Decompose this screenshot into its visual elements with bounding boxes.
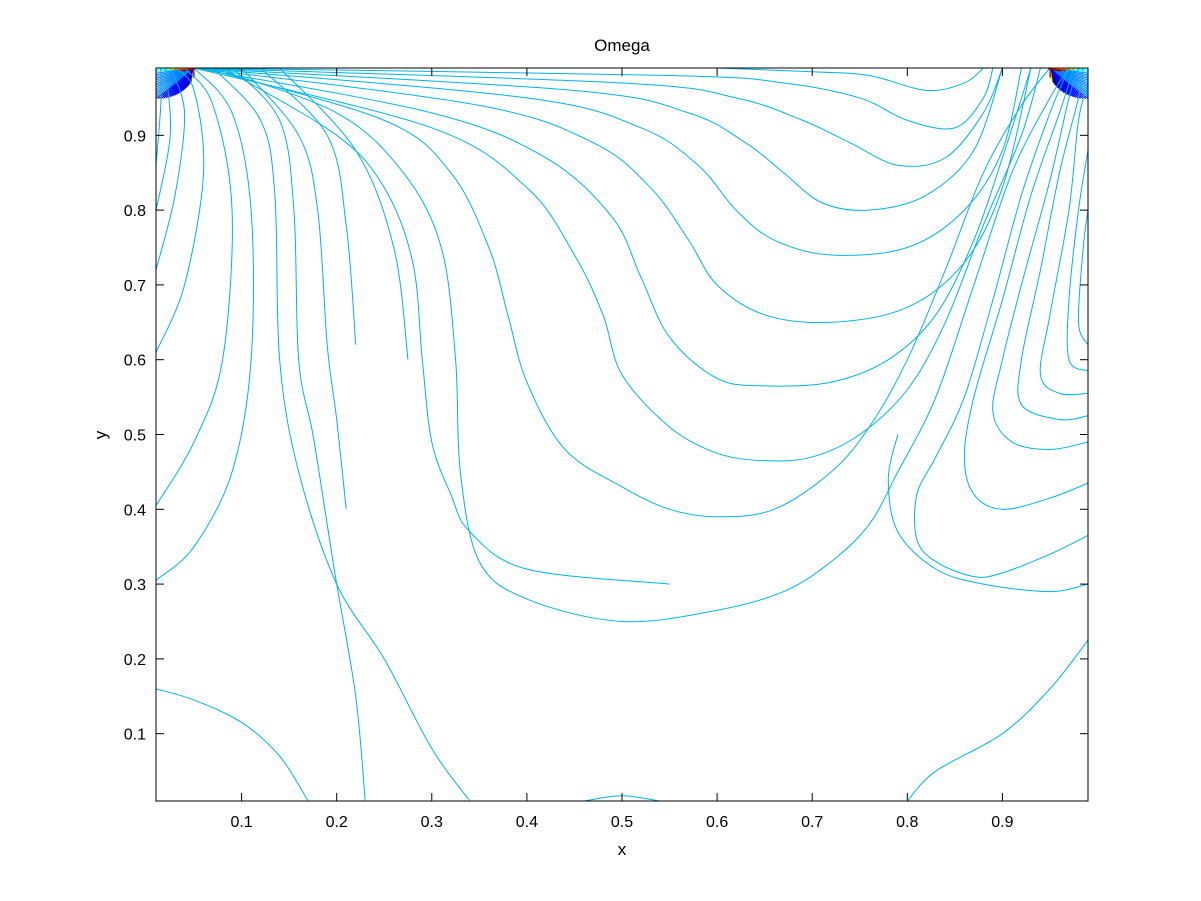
contour-line [887,434,1088,593]
contour-line [194,68,994,130]
corner-peak-line [1047,68,1062,72]
x-tick-label: 0.8 [896,814,918,831]
plot-area [156,68,1088,801]
x-tick-label: 0.1 [230,814,252,831]
contour-line [913,68,1088,578]
contour-line [1066,150,1088,372]
y-axis-label: y [91,430,110,439]
contour-line [156,68,186,271]
axis-ticks: 0.1 0.2 0.3 0.4 0.5 0.6 0.7 0.8 0.9 0.1 0.2 0.3 0.4 0… [124,68,1088,831]
contour-line [156,688,309,801]
chart-title: Omega [594,36,650,55]
contour-line [1077,210,1088,345]
contour-line [906,639,1088,801]
y-tick-label: 0.8 [124,203,146,220]
contour-line [193,68,1032,324]
x-tick-label: 0.7 [801,814,823,831]
contour-line [717,68,984,92]
x-tick-label: 0.9 [991,814,1013,831]
contour-line [212,68,1070,623]
contour-line [156,68,233,506]
y-tick-label: 0.6 [124,353,146,370]
y-tick-label: 0.4 [124,502,146,519]
contour-line [231,68,366,801]
contour-line [194,68,1003,211]
contour-line [193,68,1022,256]
x-tick-label: 0.5 [611,814,633,831]
x-tick-label: 0.2 [326,814,348,831]
contour-line [156,68,254,581]
contour-line [156,68,162,166]
y-tick-label: 0.2 [124,652,146,669]
contour-line [212,68,471,801]
y-tick-label: 0.3 [124,577,146,594]
contour-line [222,68,670,585]
contour-line [156,68,172,211]
y-tick-label: 0.5 [124,428,146,445]
contour-line [1039,82,1088,396]
contour-line [194,68,1003,167]
contour-line [241,68,347,510]
contour-lines [156,68,1088,801]
contour-line [963,68,1088,510]
x-tick-label: 0.3 [421,814,443,831]
contour-line [260,68,357,345]
y-tick-label: 0.9 [124,128,146,145]
y-tick-label: 0.7 [124,278,146,295]
x-axis-label: x [618,840,627,859]
contour-line [203,68,1051,518]
corner-peak-line [182,68,197,72]
x-tick-label: 0.4 [516,814,538,831]
y-tick-label: 0.1 [124,727,146,744]
contour-line [992,68,1088,450]
corner-hotspots [156,68,1088,100]
contour-line [1017,68,1088,421]
contour-line [193,68,1041,462]
contour-line [193,68,1032,387]
contour-line [156,68,205,353]
x-tick-label: 0.6 [706,814,728,831]
